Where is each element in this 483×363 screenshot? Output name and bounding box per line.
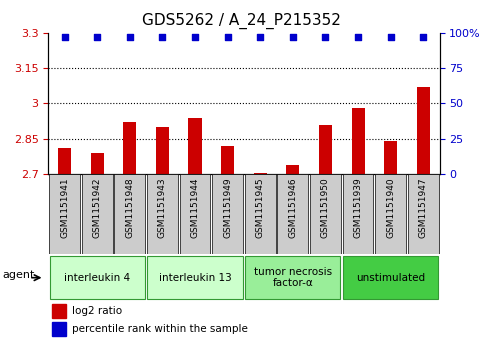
Point	[126, 34, 134, 40]
Text: interleukin 13: interleukin 13	[158, 273, 231, 283]
Text: GSM1151947: GSM1151947	[419, 178, 428, 238]
Bar	[49, 174, 80, 254]
Point	[61, 34, 69, 40]
Bar	[245, 256, 341, 299]
Bar	[245, 174, 275, 254]
Point	[354, 34, 362, 40]
Bar	[58, 148, 71, 174]
Text: GSM1151939: GSM1151939	[354, 178, 363, 238]
Point	[322, 34, 329, 40]
Text: GSM1151948: GSM1151948	[125, 178, 134, 238]
Bar	[180, 174, 210, 254]
Point	[191, 34, 199, 40]
Bar	[375, 174, 406, 254]
Point	[289, 34, 297, 40]
Bar	[417, 87, 430, 174]
Text: agent: agent	[2, 270, 35, 280]
Bar	[50, 256, 145, 299]
Bar	[408, 174, 439, 254]
Point	[256, 34, 264, 40]
Bar	[52, 304, 66, 318]
Bar	[156, 127, 169, 174]
Bar	[343, 174, 373, 254]
Text: GSM1151950: GSM1151950	[321, 178, 330, 238]
Point	[224, 34, 231, 40]
Point	[158, 34, 166, 40]
Bar	[286, 165, 299, 174]
Bar	[319, 125, 332, 174]
Text: GSM1151942: GSM1151942	[93, 178, 102, 238]
Bar	[254, 173, 267, 174]
Text: GSM1151949: GSM1151949	[223, 178, 232, 238]
Text: GSM1151944: GSM1151944	[190, 178, 199, 238]
Text: GSM1151940: GSM1151940	[386, 178, 395, 238]
Text: GSM1151941: GSM1151941	[60, 178, 69, 238]
Bar	[91, 153, 104, 174]
Bar	[52, 322, 66, 336]
Bar	[147, 174, 178, 254]
Bar	[343, 256, 438, 299]
Bar	[352, 108, 365, 174]
Bar	[82, 174, 113, 254]
Text: tumor necrosis
factor-α: tumor necrosis factor-α	[254, 267, 332, 289]
Text: log2 ratio: log2 ratio	[72, 306, 122, 316]
Text: unstimulated: unstimulated	[356, 273, 425, 283]
Bar	[147, 256, 242, 299]
Bar	[213, 174, 243, 254]
Bar	[384, 141, 397, 174]
Bar	[221, 146, 234, 174]
Bar	[310, 174, 341, 254]
Text: percentile rank within the sample: percentile rank within the sample	[72, 324, 248, 334]
Point	[93, 34, 101, 40]
Bar	[188, 118, 201, 174]
Text: GSM1151946: GSM1151946	[288, 178, 298, 238]
Point	[387, 34, 395, 40]
Text: GSM1151945: GSM1151945	[256, 178, 265, 238]
Point	[419, 34, 427, 40]
Text: GSM1151943: GSM1151943	[158, 178, 167, 238]
Bar	[114, 174, 145, 254]
Text: interleukin 4: interleukin 4	[64, 273, 130, 283]
Bar	[123, 122, 136, 174]
Bar	[278, 174, 308, 254]
Text: GDS5262 / A_24_P215352: GDS5262 / A_24_P215352	[142, 13, 341, 29]
